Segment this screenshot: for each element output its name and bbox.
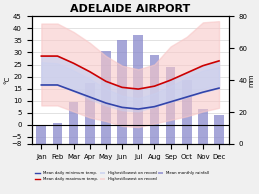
Bar (149, 55, 159, 144)
Title: ADELAIDE AIRPORT: ADELAIDE AIRPORT (70, 4, 190, 14)
Bar (85, 83, 95, 144)
Legend: Mean daily minimum temp., Mean daily maximum temp., Highest/lowest on record, Hi: Mean daily minimum temp., Mean daily max… (34, 170, 211, 183)
Bar (53, 123, 62, 144)
Bar (69, 102, 78, 144)
Bar (133, 36, 143, 144)
Bar (101, 51, 111, 144)
Bar (166, 67, 175, 144)
Y-axis label: mm: mm (249, 73, 255, 87)
Y-axis label: °C: °C (4, 76, 10, 84)
Bar (214, 115, 224, 144)
Bar (198, 109, 208, 144)
Bar (37, 125, 46, 144)
Bar (182, 80, 192, 144)
Bar (117, 40, 127, 144)
